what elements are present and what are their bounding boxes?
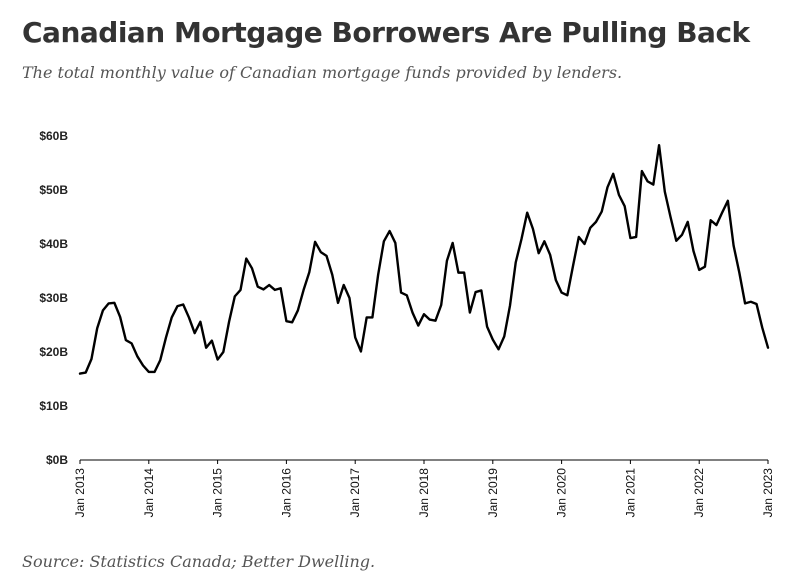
x-tick-label: Jan 2022 xyxy=(692,468,706,518)
x-tick-label: Jan 2020 xyxy=(555,468,569,518)
data-points xyxy=(79,144,769,375)
x-tick-label: Jan 2014 xyxy=(142,468,156,518)
y-axis-ticks: $0B $10B $20B $30B $40B $50B $60B xyxy=(39,129,68,467)
y-tick-label: $0B xyxy=(46,453,68,467)
x-tick-label: Jan 2013 xyxy=(73,468,87,518)
y-tick-label: $50B xyxy=(39,183,68,197)
x-tick-label: Jan 2016 xyxy=(279,468,293,518)
y-tick-label: $30B xyxy=(39,291,68,305)
x-tick-label: Jan 2019 xyxy=(486,468,500,518)
x-tick-label: Jan 2015 xyxy=(211,468,225,518)
chart-subtitle: The total monthly value of Canadian mort… xyxy=(22,63,623,82)
y-tick-label: $10B xyxy=(39,399,68,413)
x-tick-label: Jan 2017 xyxy=(348,468,362,518)
x-tick-label: Jan 2018 xyxy=(417,468,431,518)
y-tick-label: $60B xyxy=(39,129,68,143)
chart-source: Source: Statistics Canada; Better Dwelli… xyxy=(22,552,376,571)
y-tick-label: $20B xyxy=(39,345,68,359)
chart-title: Canadian Mortgage Borrowers Are Pulling … xyxy=(22,16,750,49)
x-axis-ticks: Jan 2013 Jan 2014 Jan 2015 Jan 2016 Jan 2017… xyxy=(73,460,775,517)
y-tick-label: $40B xyxy=(39,237,68,251)
x-tick-label: Jan 2023 xyxy=(761,468,775,518)
series-line xyxy=(78,143,770,375)
x-tick-label: Jan 2021 xyxy=(623,468,637,518)
